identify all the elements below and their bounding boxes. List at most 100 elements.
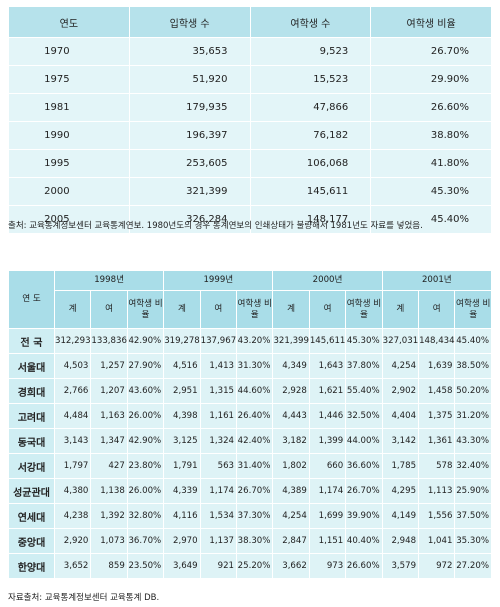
cell: 38.30%: [236, 528, 274, 554]
university-table: 연 도 1998년 1999년 2000년 2001년 계 여 여학생 비 율 계 여 여학생 비 …: [8, 270, 493, 579]
university-name: 서강대: [8, 453, 55, 479]
cell: 4,516: [163, 353, 201, 379]
university-name: 한양대: [8, 553, 55, 579]
header-cell: 연도: [8, 6, 130, 38]
cell: 327,031: [381, 328, 420, 354]
cell: 3,579: [381, 553, 420, 579]
cell: 43.30%: [454, 428, 492, 454]
cell: 1990: [8, 121, 130, 150]
cell: 1,073: [90, 528, 128, 554]
cell: 27.90%: [126, 353, 165, 379]
cell: 26.40%: [236, 403, 274, 429]
cell: 1,137: [199, 528, 238, 554]
cell: 41.80%: [370, 149, 492, 178]
cell: 1,138: [90, 478, 128, 504]
cell: 31.40%: [236, 453, 274, 479]
cell: 859: [90, 553, 128, 579]
header-row: 연도 입학생 수 여학생 수 여학생 비율: [8, 6, 492, 38]
cell: 106,068: [249, 149, 372, 178]
cell: 36.60%: [345, 453, 383, 479]
cell: 133,836: [90, 328, 128, 354]
cell: 32.50%: [345, 403, 383, 429]
cell: 40.40%: [345, 528, 383, 554]
cell: 45.30%: [345, 328, 383, 354]
cell: 23.50%: [126, 553, 165, 579]
sub-header: 여: [199, 290, 238, 329]
cell: 31.30%: [236, 353, 274, 379]
cell: 4,254: [272, 503, 310, 529]
cell: 3,143: [53, 428, 92, 454]
cell: 38.80%: [370, 121, 492, 150]
row: 1995 253,605 106,068 41.80%: [8, 149, 492, 178]
cell: 35.30%: [454, 528, 492, 554]
cell: 4,503: [53, 353, 92, 379]
row: 1970 35,653 9,523 26.70%: [8, 37, 492, 66]
cell: 26.60%: [370, 93, 492, 122]
cell: 4,484: [53, 403, 92, 429]
cell: 1975: [8, 65, 130, 94]
cell: 1,556: [418, 503, 456, 529]
cell: 319,278: [163, 328, 201, 354]
cell: 1,797: [53, 453, 92, 479]
university-name: 서울대: [8, 353, 55, 379]
year-header: 2001년: [381, 270, 493, 291]
cell: 4,404: [381, 403, 420, 429]
cell: 1,399: [308, 428, 347, 454]
cell: 3,182: [272, 428, 310, 454]
row: 중앙대 2,920 1,073 36.70% 2,970 1,137 38.30% 2,847…: [8, 528, 492, 554]
cell: 1,347: [90, 428, 128, 454]
cell: 1,534: [199, 503, 238, 529]
cell: 45.40%: [370, 205, 492, 234]
university-name: 연세대: [8, 503, 55, 529]
source-note: 출처: 교육통계정보센터 교육통계연보. 1980년도의 경우 통계연보의 인쇄…: [8, 221, 423, 231]
cell: 1,375: [418, 403, 456, 429]
cell: 312,293: [53, 328, 92, 354]
cell: 55.40%: [345, 378, 383, 404]
cell: 1,458: [418, 378, 456, 404]
cell: 9,523: [249, 37, 372, 66]
cell: 179,935: [128, 93, 251, 122]
cell: 1,699: [308, 503, 347, 529]
cell: 973: [308, 553, 347, 579]
university-name: 전 국: [8, 328, 55, 354]
cell: 1995: [8, 149, 130, 178]
cell: 26.70%: [345, 478, 383, 504]
row: 1981 179,935 47,866 26.60%: [8, 93, 492, 122]
cell: 32.40%: [454, 453, 492, 479]
cell: 4,116: [163, 503, 201, 529]
sub-header: 여: [90, 290, 128, 329]
cell: 3,662: [272, 553, 310, 579]
cell: 1,639: [418, 353, 456, 379]
cell: 253,605: [128, 149, 251, 178]
row: 연세대 4,238 1,392 32.80% 4,116 1,534 37.30% 4,254…: [8, 503, 492, 529]
cell: 1,151: [308, 528, 347, 554]
sub-header: 여: [418, 290, 456, 329]
cell: 2005: [8, 205, 130, 234]
university-name: 경희대: [8, 378, 55, 404]
cell: 1,113: [418, 478, 456, 504]
cell: 1,802: [272, 453, 310, 479]
cell: 1,621: [308, 378, 347, 404]
cell: 43.60%: [126, 378, 165, 404]
university-name: 동국대: [8, 428, 55, 454]
cell: 38.50%: [454, 353, 492, 379]
cell: 2000: [8, 177, 130, 206]
cell: 29.90%: [370, 65, 492, 94]
cell: 1,392: [90, 503, 128, 529]
year-header-row: 연 도 1998년 1999년 2000년 2001년: [8, 270, 493, 329]
cell: 15,523: [249, 65, 372, 94]
cell: 1,791: [163, 453, 201, 479]
cell: 4,238: [53, 503, 92, 529]
cell: 563: [199, 453, 238, 479]
cell: 3,142: [381, 428, 420, 454]
year-header: 1998년: [53, 270, 165, 291]
cell: 4,398: [163, 403, 201, 429]
cell: 44.00%: [345, 428, 383, 454]
row: 경희대 2,766 1,207 43.60% 2,951 1,315 44.60% 2,928…: [8, 378, 492, 404]
cell: 2,920: [53, 528, 92, 554]
cell: 45.40%: [454, 328, 492, 354]
cell: 51,920: [128, 65, 251, 94]
row: 한양대 3,652 859 23.50% 3,649 921 25.20% 3,662 973 2…: [8, 553, 492, 579]
cell: 25.20%: [236, 553, 274, 579]
